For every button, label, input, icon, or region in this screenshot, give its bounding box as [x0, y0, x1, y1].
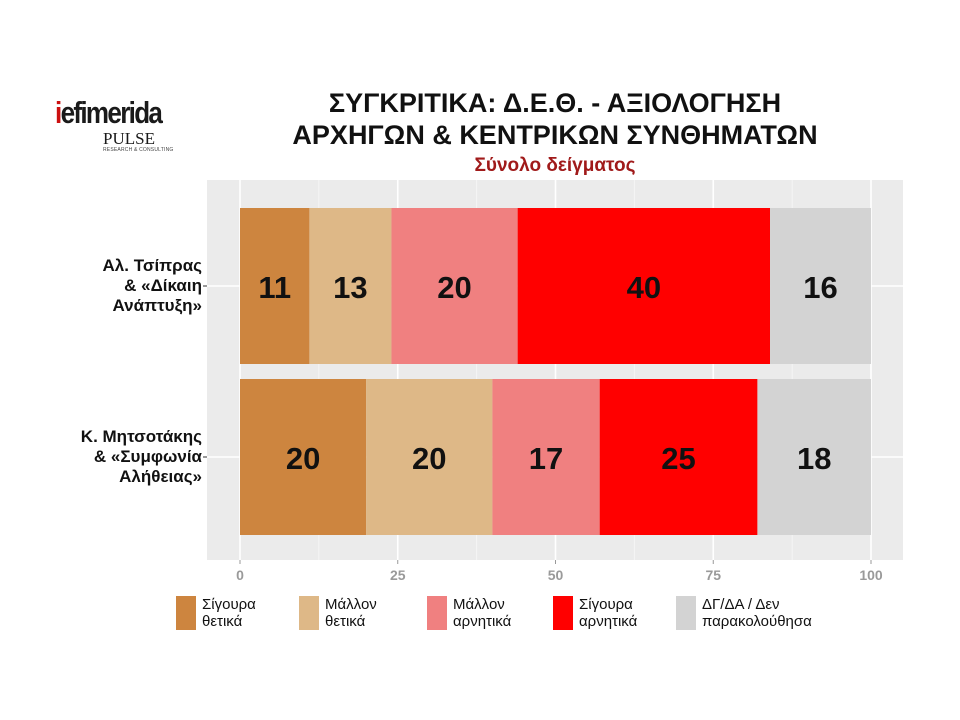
- legend-swatch: [553, 596, 573, 630]
- logo-brand-first-letter: i: [55, 95, 62, 130]
- legend-swatch: [676, 596, 696, 630]
- logo-wordmark: iefimerida: [55, 95, 163, 130]
- bar-segment: [366, 379, 493, 535]
- iefimerida-pulse-logo: iefimerida PULSE RESEARCH & CONSULTING: [55, 95, 173, 159]
- bar-value-label: 20: [286, 441, 320, 476]
- x-tick-label: 75: [705, 567, 721, 583]
- legend-swatch: [427, 596, 447, 630]
- logo-partner-tagline: RESEARCH & CONSULTING: [103, 147, 174, 153]
- bar-segment: [770, 208, 871, 364]
- legend-swatch: [176, 596, 196, 630]
- bar-segment: [517, 208, 771, 364]
- bar-value-label: 18: [797, 441, 831, 476]
- bar-segment: [240, 208, 310, 364]
- legend-label: Μάλλον θετικά: [325, 596, 377, 630]
- bar-value-label: 40: [627, 270, 661, 305]
- logo-brand-rest: efimerida: [60, 95, 163, 130]
- legend-label: ΔΓ/ΔΑ / Δεν παρακολούθησα: [702, 596, 812, 630]
- bar-value-label: 16: [803, 270, 837, 305]
- logo-partner: PULSE: [103, 129, 155, 148]
- bar-value-label: 13: [333, 270, 367, 305]
- x-tick-label: 100: [859, 567, 883, 583]
- bar-segment: [599, 379, 758, 535]
- bar-segment: [492, 379, 600, 535]
- chart-subtitle: Σύνολο δείγματος: [474, 155, 636, 176]
- x-tick-label: 0: [236, 567, 244, 583]
- bar-value-label: 20: [437, 270, 471, 305]
- chart-title-line-1: ΣΥΓΚΡΙΤΙΚΑ: Δ.Ε.Θ. - ΑΞΙΟΛΟΓΗΣΗ: [328, 88, 782, 118]
- bar-value-label: 11: [258, 270, 291, 305]
- legend-label: Μάλλον αρνητικά: [453, 596, 512, 630]
- y-category-label: Κ. Μητσοτάκης & «Συμφωνία Αλήθειας»: [80, 427, 202, 486]
- bar-segment: [391, 208, 518, 364]
- legend-label: Σίγουρα θετικά: [202, 596, 256, 630]
- y-category-label: Αλ. Τσίπρας & «Δίκαιη Ανάπτυξη»: [102, 256, 202, 315]
- chart-legend: Σίγουρα θετικά Μάλλον θετικά Μάλλον αρνητι…: [0, 596, 960, 636]
- x-tick-label: 25: [390, 567, 406, 583]
- bar-segment: [240, 379, 367, 535]
- chart-title-line-2: ΑΡΧΗΓΩΝ & ΚΕΝΤΡΙΚΩΝ ΣΥΝΘΗΜΑΤΩΝ: [292, 120, 818, 150]
- legend-swatch: [299, 596, 319, 630]
- bar-value-label: 17: [529, 441, 563, 476]
- bar-value-label: 20: [412, 441, 446, 476]
- bar-segment: [757, 379, 871, 535]
- legend-label: Σίγουρα αρνητικά: [579, 596, 638, 630]
- bar-value-label: 25: [661, 441, 695, 476]
- x-tick-label: 50: [548, 567, 564, 583]
- bar-segment: [309, 208, 392, 364]
